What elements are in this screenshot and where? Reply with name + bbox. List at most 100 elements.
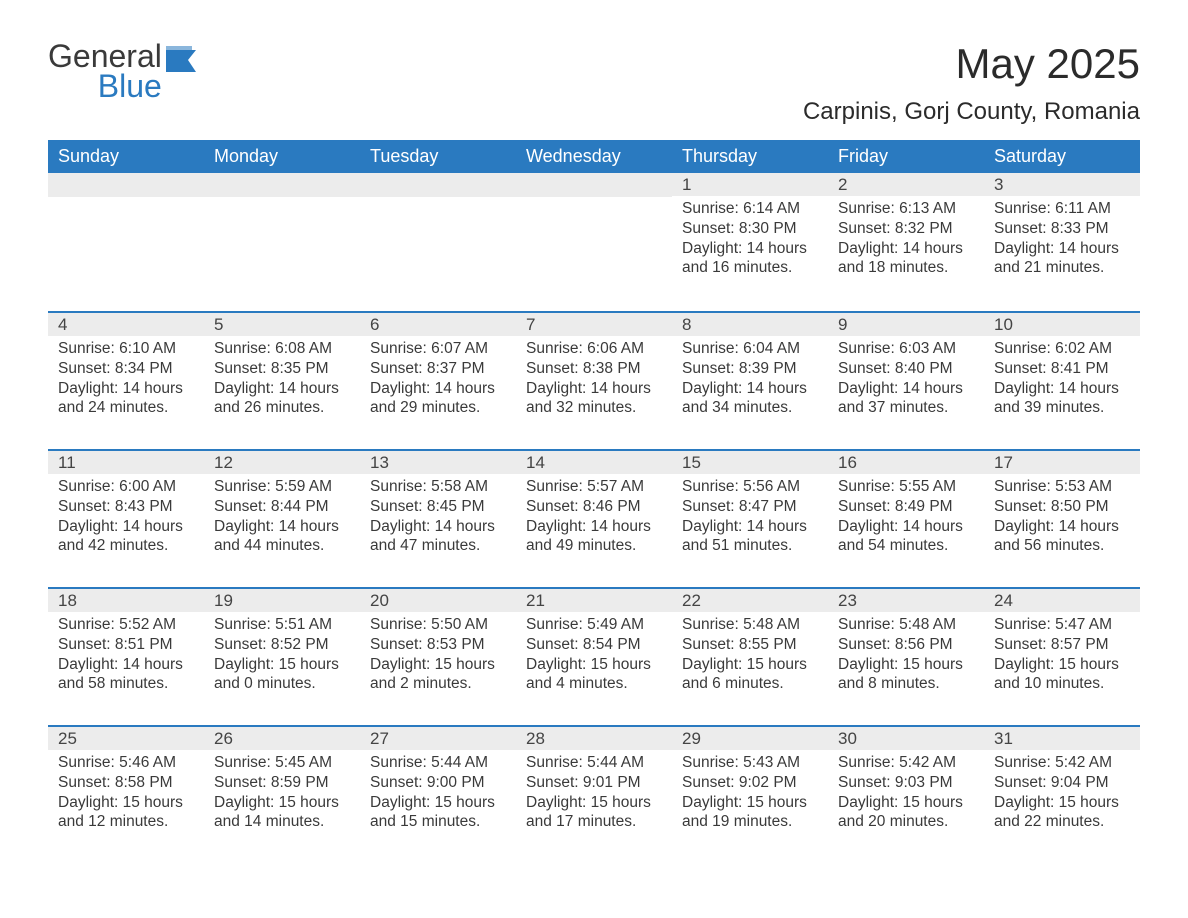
day-body: Sunrise: 6:13 AMSunset: 8:32 PMDaylight:… xyxy=(828,196,984,282)
day-body: Sunrise: 5:48 AMSunset: 8:56 PMDaylight:… xyxy=(828,612,984,698)
calendar-cell: 1Sunrise: 6:14 AMSunset: 8:30 PMDaylight… xyxy=(672,173,828,311)
day-number: 5 xyxy=(204,311,360,336)
sunset-text: Sunset: 9:04 PM xyxy=(994,773,1130,793)
day-body xyxy=(516,197,672,204)
calendar-cell: 8Sunrise: 6:04 AMSunset: 8:39 PMDaylight… xyxy=(672,311,828,449)
sunset-text: Sunset: 8:44 PM xyxy=(214,497,350,517)
sunset-text: Sunset: 8:51 PM xyxy=(58,635,194,655)
calendar-cell: 24Sunrise: 5:47 AMSunset: 8:57 PMDayligh… xyxy=(984,587,1140,725)
day-number: 1 xyxy=(672,173,828,196)
sunset-text: Sunset: 8:55 PM xyxy=(682,635,818,655)
sunset-text: Sunset: 8:54 PM xyxy=(526,635,662,655)
sunrise-text: Sunrise: 6:04 AM xyxy=(682,339,818,359)
calendar-cell: 29Sunrise: 5:43 AMSunset: 9:02 PMDayligh… xyxy=(672,725,828,863)
calendar-cell: 7Sunrise: 6:06 AMSunset: 8:38 PMDaylight… xyxy=(516,311,672,449)
day-number: 12 xyxy=(204,449,360,474)
sunset-text: Sunset: 8:50 PM xyxy=(994,497,1130,517)
calendar-cell: 11Sunrise: 6:00 AMSunset: 8:43 PMDayligh… xyxy=(48,449,204,587)
calendar-week: 25Sunrise: 5:46 AMSunset: 8:58 PMDayligh… xyxy=(48,725,1140,863)
sunset-text: Sunset: 8:40 PM xyxy=(838,359,974,379)
daylight-text: Daylight: 15 hours and 15 minutes. xyxy=(370,793,506,833)
title-block: May 2025 Carpinis, Gorj County, Romania xyxy=(803,40,1140,126)
calendar-cell: 21Sunrise: 5:49 AMSunset: 8:54 PMDayligh… xyxy=(516,587,672,725)
day-header: Sunday xyxy=(48,140,204,173)
day-body: Sunrise: 5:42 AMSunset: 9:04 PMDaylight:… xyxy=(984,750,1140,836)
day-number: 26 xyxy=(204,725,360,750)
sunset-text: Sunset: 8:35 PM xyxy=(214,359,350,379)
calendar-cell: 23Sunrise: 5:48 AMSunset: 8:56 PMDayligh… xyxy=(828,587,984,725)
calendar-cell: 28Sunrise: 5:44 AMSunset: 9:01 PMDayligh… xyxy=(516,725,672,863)
calendar-cell: 9Sunrise: 6:03 AMSunset: 8:40 PMDaylight… xyxy=(828,311,984,449)
calendar-cell: 10Sunrise: 6:02 AMSunset: 8:41 PMDayligh… xyxy=(984,311,1140,449)
day-number: 28 xyxy=(516,725,672,750)
day-number: 4 xyxy=(48,311,204,336)
sunrise-text: Sunrise: 6:13 AM xyxy=(838,199,974,219)
calendar-week: 4Sunrise: 6:10 AMSunset: 8:34 PMDaylight… xyxy=(48,311,1140,449)
day-body: Sunrise: 6:08 AMSunset: 8:35 PMDaylight:… xyxy=(204,336,360,422)
daylight-text: Daylight: 15 hours and 12 minutes. xyxy=(58,793,194,833)
day-number: 22 xyxy=(672,587,828,612)
day-body: Sunrise: 6:06 AMSunset: 8:38 PMDaylight:… xyxy=(516,336,672,422)
calendar-cell: 25Sunrise: 5:46 AMSunset: 8:58 PMDayligh… xyxy=(48,725,204,863)
calendar-cell xyxy=(360,173,516,311)
sunset-text: Sunset: 8:59 PM xyxy=(214,773,350,793)
day-number: 20 xyxy=(360,587,516,612)
sunrise-text: Sunrise: 6:07 AM xyxy=(370,339,506,359)
sunrise-text: Sunrise: 5:47 AM xyxy=(994,615,1130,635)
calendar-cell: 22Sunrise: 5:48 AMSunset: 8:55 PMDayligh… xyxy=(672,587,828,725)
day-body: Sunrise: 6:03 AMSunset: 8:40 PMDaylight:… xyxy=(828,336,984,422)
day-body: Sunrise: 5:47 AMSunset: 8:57 PMDaylight:… xyxy=(984,612,1140,698)
daylight-text: Daylight: 15 hours and 20 minutes. xyxy=(838,793,974,833)
sunset-text: Sunset: 9:01 PM xyxy=(526,773,662,793)
day-number: 15 xyxy=(672,449,828,474)
calendar-cell xyxy=(204,173,360,311)
daylight-text: Daylight: 14 hours and 37 minutes. xyxy=(838,379,974,419)
sunrise-text: Sunrise: 5:49 AM xyxy=(526,615,662,635)
daylight-text: Daylight: 14 hours and 34 minutes. xyxy=(682,379,818,419)
flag-icon xyxy=(166,46,200,72)
sunset-text: Sunset: 8:58 PM xyxy=(58,773,194,793)
calendar-cell xyxy=(48,173,204,311)
calendar-cell xyxy=(516,173,672,311)
sunset-text: Sunset: 8:47 PM xyxy=(682,497,818,517)
day-body: Sunrise: 5:53 AMSunset: 8:50 PMDaylight:… xyxy=(984,474,1140,560)
daylight-text: Daylight: 14 hours and 54 minutes. xyxy=(838,517,974,557)
brand-name: General Blue xyxy=(48,40,162,102)
day-body: Sunrise: 5:59 AMSunset: 8:44 PMDaylight:… xyxy=(204,474,360,560)
sunrise-text: Sunrise: 5:56 AM xyxy=(682,477,818,497)
daylight-text: Daylight: 15 hours and 4 minutes. xyxy=(526,655,662,695)
daylight-text: Daylight: 15 hours and 6 minutes. xyxy=(682,655,818,695)
sunrise-text: Sunrise: 5:52 AM xyxy=(58,615,194,635)
calendar-cell: 27Sunrise: 5:44 AMSunset: 9:00 PMDayligh… xyxy=(360,725,516,863)
day-number: 13 xyxy=(360,449,516,474)
day-body: Sunrise: 5:48 AMSunset: 8:55 PMDaylight:… xyxy=(672,612,828,698)
sunset-text: Sunset: 8:37 PM xyxy=(370,359,506,379)
calendar-cell: 6Sunrise: 6:07 AMSunset: 8:37 PMDaylight… xyxy=(360,311,516,449)
sunset-text: Sunset: 8:33 PM xyxy=(994,219,1130,239)
sunrise-text: Sunrise: 5:58 AM xyxy=(370,477,506,497)
sunrise-text: Sunrise: 5:43 AM xyxy=(682,753,818,773)
daylight-text: Daylight: 14 hours and 39 minutes. xyxy=(994,379,1130,419)
day-header: Tuesday xyxy=(360,140,516,173)
day-body: Sunrise: 5:57 AMSunset: 8:46 PMDaylight:… xyxy=(516,474,672,560)
day-body: Sunrise: 6:04 AMSunset: 8:39 PMDaylight:… xyxy=(672,336,828,422)
daylight-text: Daylight: 15 hours and 2 minutes. xyxy=(370,655,506,695)
daylight-text: Daylight: 15 hours and 8 minutes. xyxy=(838,655,974,695)
calendar-week: 1Sunrise: 6:14 AMSunset: 8:30 PMDaylight… xyxy=(48,173,1140,311)
day-body xyxy=(204,197,360,204)
sunrise-text: Sunrise: 5:44 AM xyxy=(526,753,662,773)
daylight-text: Daylight: 14 hours and 29 minutes. xyxy=(370,379,506,419)
sunset-text: Sunset: 8:53 PM xyxy=(370,635,506,655)
day-number: 8 xyxy=(672,311,828,336)
sunrise-text: Sunrise: 5:46 AM xyxy=(58,753,194,773)
daylight-text: Daylight: 14 hours and 49 minutes. xyxy=(526,517,662,557)
day-body: Sunrise: 6:07 AMSunset: 8:37 PMDaylight:… xyxy=(360,336,516,422)
sunset-text: Sunset: 9:03 PM xyxy=(838,773,974,793)
calendar-cell: 14Sunrise: 5:57 AMSunset: 8:46 PMDayligh… xyxy=(516,449,672,587)
day-number-row xyxy=(204,173,360,197)
day-number: 18 xyxy=(48,587,204,612)
brand-logo: General Blue xyxy=(48,40,200,102)
day-body: Sunrise: 5:44 AMSunset: 9:01 PMDaylight:… xyxy=(516,750,672,836)
daylight-text: Daylight: 14 hours and 56 minutes. xyxy=(994,517,1130,557)
daylight-text: Daylight: 14 hours and 24 minutes. xyxy=(58,379,194,419)
